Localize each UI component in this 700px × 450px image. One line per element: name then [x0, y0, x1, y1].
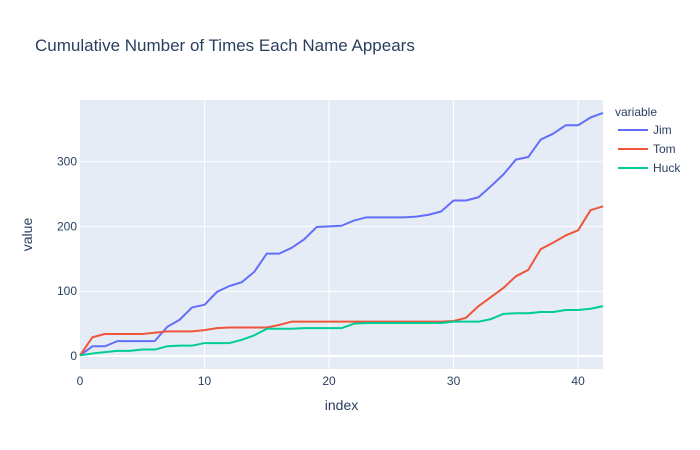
x-tick-label: 20 — [322, 374, 336, 388]
chart-title: Cumulative Number of Times Each Name App… — [35, 36, 415, 55]
legend-label: Huck — [653, 161, 681, 175]
legend-item-tom[interactable]: Tom — [618, 142, 676, 156]
y-tick-label: 100 — [57, 284, 77, 298]
x-tick-label: 30 — [447, 374, 461, 388]
x-axis-title: index — [325, 397, 358, 413]
y-tick-label: 200 — [57, 219, 77, 233]
x-tick-label: 40 — [571, 374, 585, 388]
legend-item-jim[interactable]: Jim — [618, 123, 672, 137]
legend-title: variable — [615, 105, 657, 119]
legend: variable Jim Tom Huck — [615, 105, 681, 175]
y-axis-title: value — [19, 218, 35, 252]
legend-label: Tom — [653, 142, 676, 156]
x-tick-label: 10 — [198, 374, 212, 388]
y-tick-label: 300 — [57, 155, 77, 169]
y-axis-ticks: 0 100 200 300 — [57, 155, 77, 363]
series-line-tom — [79, 205, 604, 356]
x-axis-ticks: 0 10 20 30 40 — [77, 374, 585, 388]
series-line-huck — [79, 305, 604, 357]
y-tick-label: 0 — [70, 349, 77, 363]
legend-label: Jim — [653, 123, 672, 137]
legend-item-huck[interactable]: Huck — [618, 161, 681, 175]
x-tick-label: 0 — [77, 374, 84, 388]
series-lines — [79, 112, 604, 357]
plot-area — [80, 100, 603, 369]
series-line-jim — [79, 112, 604, 357]
